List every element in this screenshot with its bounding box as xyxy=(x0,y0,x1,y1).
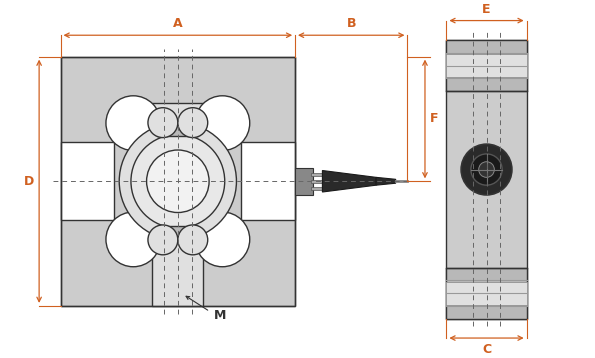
Polygon shape xyxy=(134,130,222,232)
Circle shape xyxy=(148,225,178,255)
Bar xyxy=(311,173,322,176)
Bar xyxy=(295,168,312,195)
Circle shape xyxy=(146,150,209,213)
Text: F: F xyxy=(430,112,439,126)
Text: D: D xyxy=(24,175,35,188)
Text: E: E xyxy=(483,3,491,16)
Circle shape xyxy=(119,123,236,240)
Circle shape xyxy=(195,96,250,150)
Polygon shape xyxy=(376,177,396,185)
Text: B: B xyxy=(346,17,356,30)
Bar xyxy=(61,57,295,306)
Bar xyxy=(152,103,203,152)
Circle shape xyxy=(195,212,250,267)
Text: A: A xyxy=(173,17,183,30)
Bar xyxy=(446,268,527,319)
Bar xyxy=(242,142,295,220)
Bar xyxy=(311,180,322,183)
Bar xyxy=(157,123,198,136)
Text: M: M xyxy=(214,309,226,322)
Polygon shape xyxy=(322,170,376,192)
Bar xyxy=(61,142,114,220)
Bar xyxy=(446,40,527,91)
Bar xyxy=(446,54,527,77)
Bar xyxy=(446,40,527,319)
Circle shape xyxy=(461,144,512,195)
Bar xyxy=(446,282,527,305)
Circle shape xyxy=(148,108,178,137)
Circle shape xyxy=(479,162,494,177)
Circle shape xyxy=(471,154,502,185)
Text: C: C xyxy=(482,343,491,356)
Bar xyxy=(157,226,198,240)
Circle shape xyxy=(106,96,161,150)
Circle shape xyxy=(178,108,208,137)
Circle shape xyxy=(131,134,225,228)
Circle shape xyxy=(106,212,161,267)
Bar xyxy=(152,211,203,306)
Bar xyxy=(311,187,322,190)
Circle shape xyxy=(178,225,208,255)
Bar xyxy=(61,57,295,306)
